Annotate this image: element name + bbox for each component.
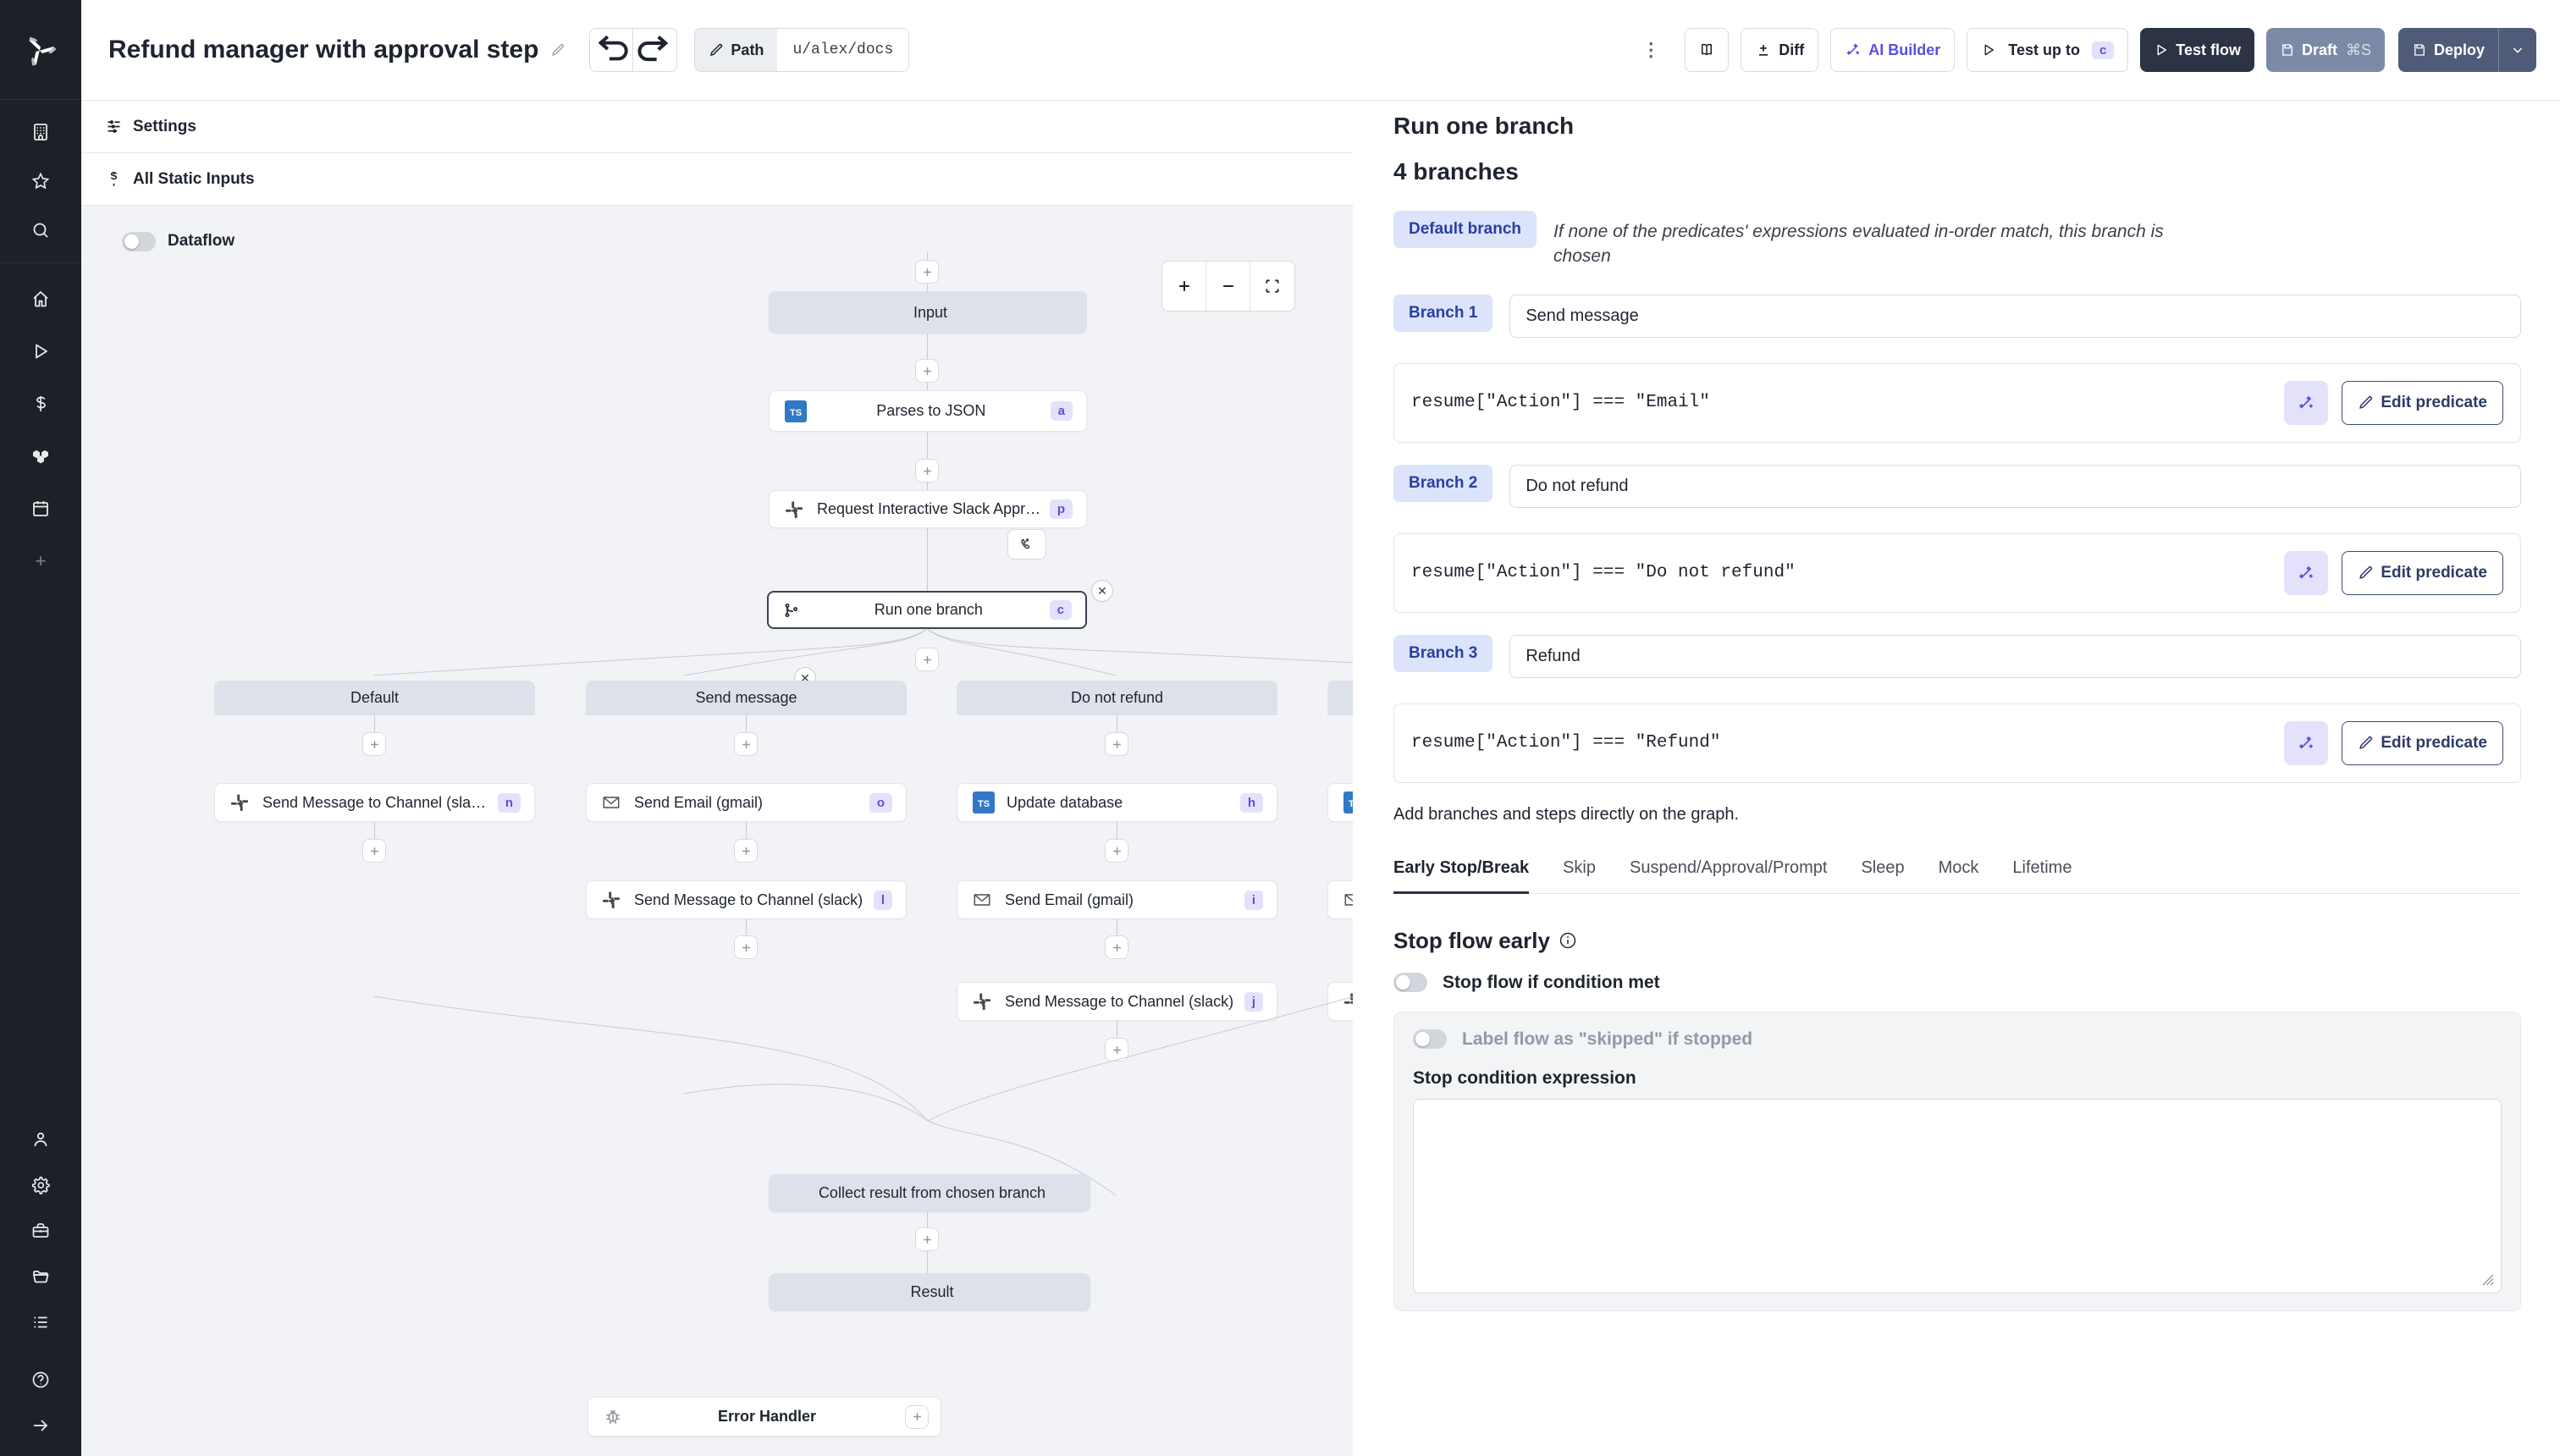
svg-text:TS: TS (790, 408, 802, 418)
svg-text:TS: TS (978, 799, 990, 809)
